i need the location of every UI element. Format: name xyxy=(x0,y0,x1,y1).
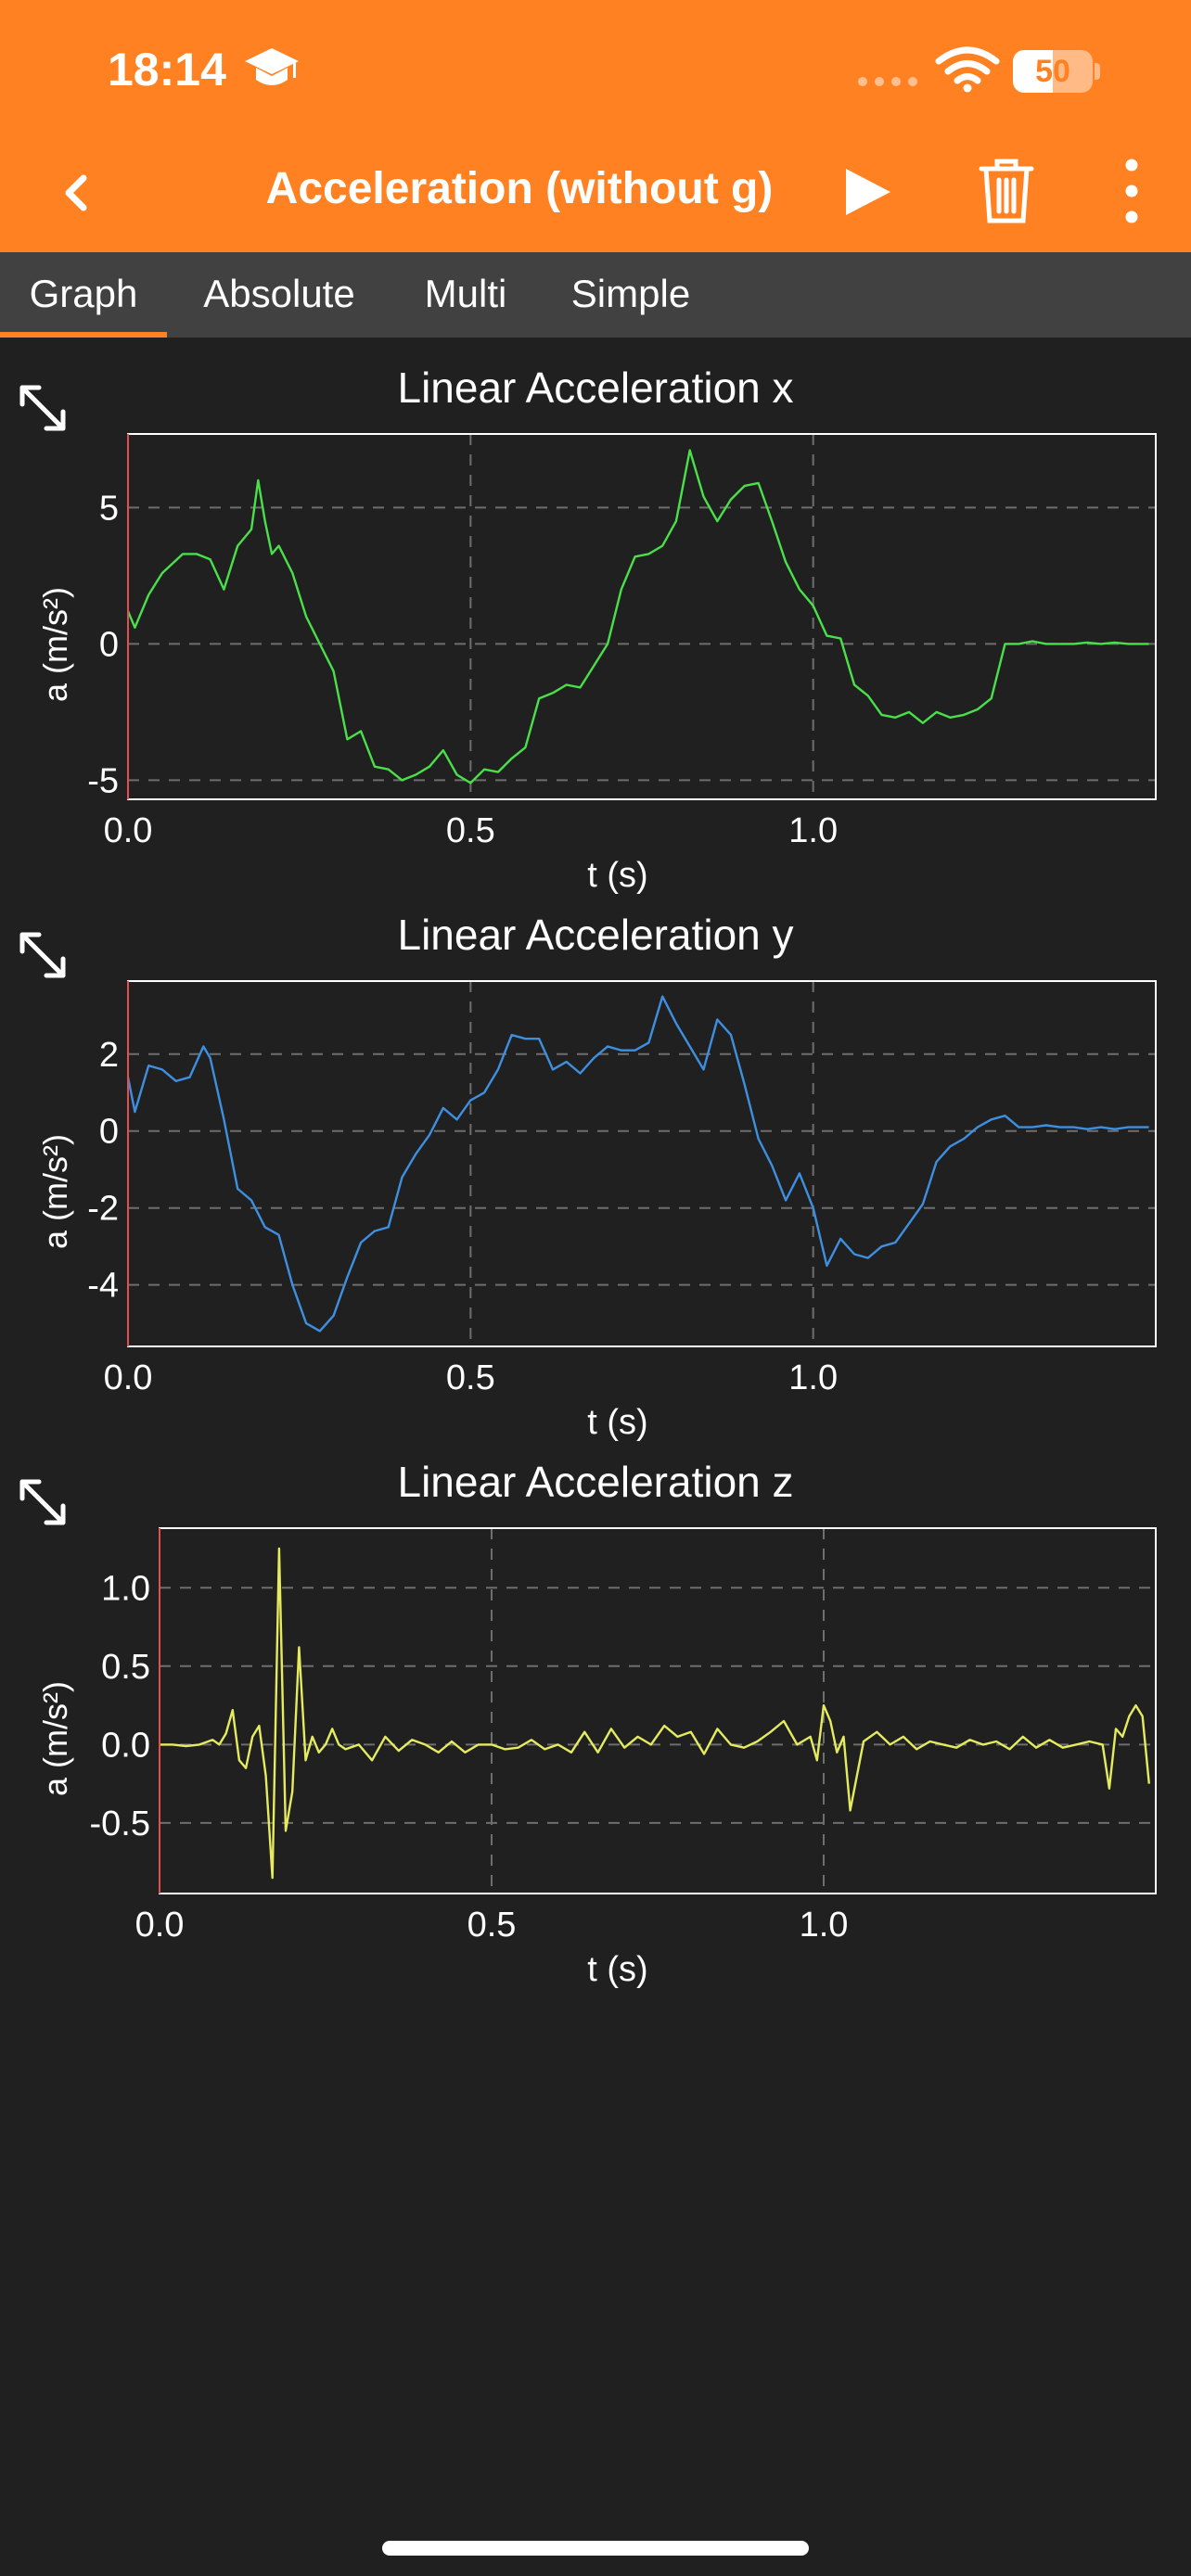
x-tick-label: 1.0 xyxy=(788,811,838,850)
tab-bar: Graph Absolute Multi Simple xyxy=(0,252,1191,338)
more-options-button[interactable] xyxy=(1104,154,1159,228)
graduation-cap-icon xyxy=(245,48,299,85)
chart-title: Linear Acceleration y xyxy=(397,911,793,959)
y-tick-label: 5 xyxy=(99,489,119,528)
tab-multi[interactable]: Multi xyxy=(424,272,507,315)
app-header: 18:14 50 Acceleration (without g) xyxy=(0,0,1191,252)
plot-frame xyxy=(159,1527,1157,1894)
expand-icon[interactable] xyxy=(15,380,70,436)
chart-linear-acceleration-y: Linear Acceleration y a (m/s²) t (s) 0.0… xyxy=(36,911,1157,1442)
y-tick-label: 1.0 xyxy=(101,1569,150,1608)
y-tick-label: -4 xyxy=(87,1267,119,1306)
tab-graph[interactable]: Graph xyxy=(0,252,167,338)
x-tick-label: 1.0 xyxy=(800,1906,849,1945)
y-tick-label: 0.0 xyxy=(101,1726,150,1765)
battery-tip xyxy=(1095,63,1100,80)
play-icon xyxy=(846,169,890,215)
battery-level-text: 50 xyxy=(1035,54,1070,89)
y-tick-label: 0 xyxy=(99,625,119,664)
play-button[interactable] xyxy=(835,159,900,224)
battery-fill xyxy=(1013,50,1053,93)
tab-simple[interactable]: Simple xyxy=(570,272,691,315)
series-line xyxy=(160,1547,1150,1880)
plot-frame xyxy=(127,980,1157,1347)
y-axis-label: a (m/s²) xyxy=(36,587,74,702)
battery-indicator: 50 xyxy=(1013,50,1102,93)
y-tick-label: -5 xyxy=(87,761,119,800)
delete-button[interactable] xyxy=(974,154,1039,228)
chart-title: Linear Acceleration x xyxy=(397,363,793,412)
trash-icon xyxy=(979,159,1034,223)
y-axis-label: a (m/s²) xyxy=(36,1681,74,1796)
battery-icon: 50 xyxy=(1013,50,1093,93)
expand-icon[interactable] xyxy=(15,927,70,983)
y-tick-label: -2 xyxy=(87,1190,119,1229)
x-tick-label: 0.0 xyxy=(104,1358,153,1397)
x-tick-label: 0.5 xyxy=(446,811,495,850)
y-tick-label: 0 xyxy=(99,1113,119,1152)
tab-absolute[interactable]: Absolute xyxy=(203,272,355,315)
cellular-dots-icon xyxy=(858,77,917,86)
home-indicator[interactable] xyxy=(382,2541,809,2556)
x-axis-label: t (s) xyxy=(587,856,647,895)
back-chevron-icon xyxy=(65,174,87,211)
chart-title: Linear Acceleration z xyxy=(397,1458,793,1506)
series-line xyxy=(126,995,1149,1333)
chart-linear-acceleration-z: Linear Acceleration z a (m/s²) t (s) 0.0… xyxy=(36,1458,1157,1989)
x-tick-label: 1.0 xyxy=(788,1358,838,1397)
x-tick-label: 0.0 xyxy=(135,1906,185,1945)
y-tick-label: -0.5 xyxy=(90,1804,150,1843)
y-tick-label: 0.5 xyxy=(101,1648,150,1687)
status-time: 18:14 xyxy=(108,44,226,96)
x-tick-label: 0.0 xyxy=(104,811,153,850)
x-tick-label: 0.5 xyxy=(446,1358,495,1397)
x-tick-label: 0.5 xyxy=(467,1906,517,1945)
page-title: Acceleration (without g) xyxy=(265,164,774,213)
y-tick-label: 2 xyxy=(99,1036,119,1075)
expand-icon[interactable] xyxy=(15,1474,70,1530)
x-axis-label: t (s) xyxy=(587,1950,647,1989)
series-line xyxy=(126,449,1149,784)
wifi-icon xyxy=(935,46,1000,93)
plot-frame xyxy=(127,433,1157,800)
back-button[interactable] xyxy=(46,159,102,224)
y-axis-label: a (m/s²) xyxy=(36,1134,74,1249)
chart-linear-acceleration-x: Linear Acceleration x a (m/s²) t (s) 0.0… xyxy=(36,363,1157,895)
x-axis-label: t (s) xyxy=(587,1403,647,1442)
more-vert-icon xyxy=(1125,159,1138,223)
